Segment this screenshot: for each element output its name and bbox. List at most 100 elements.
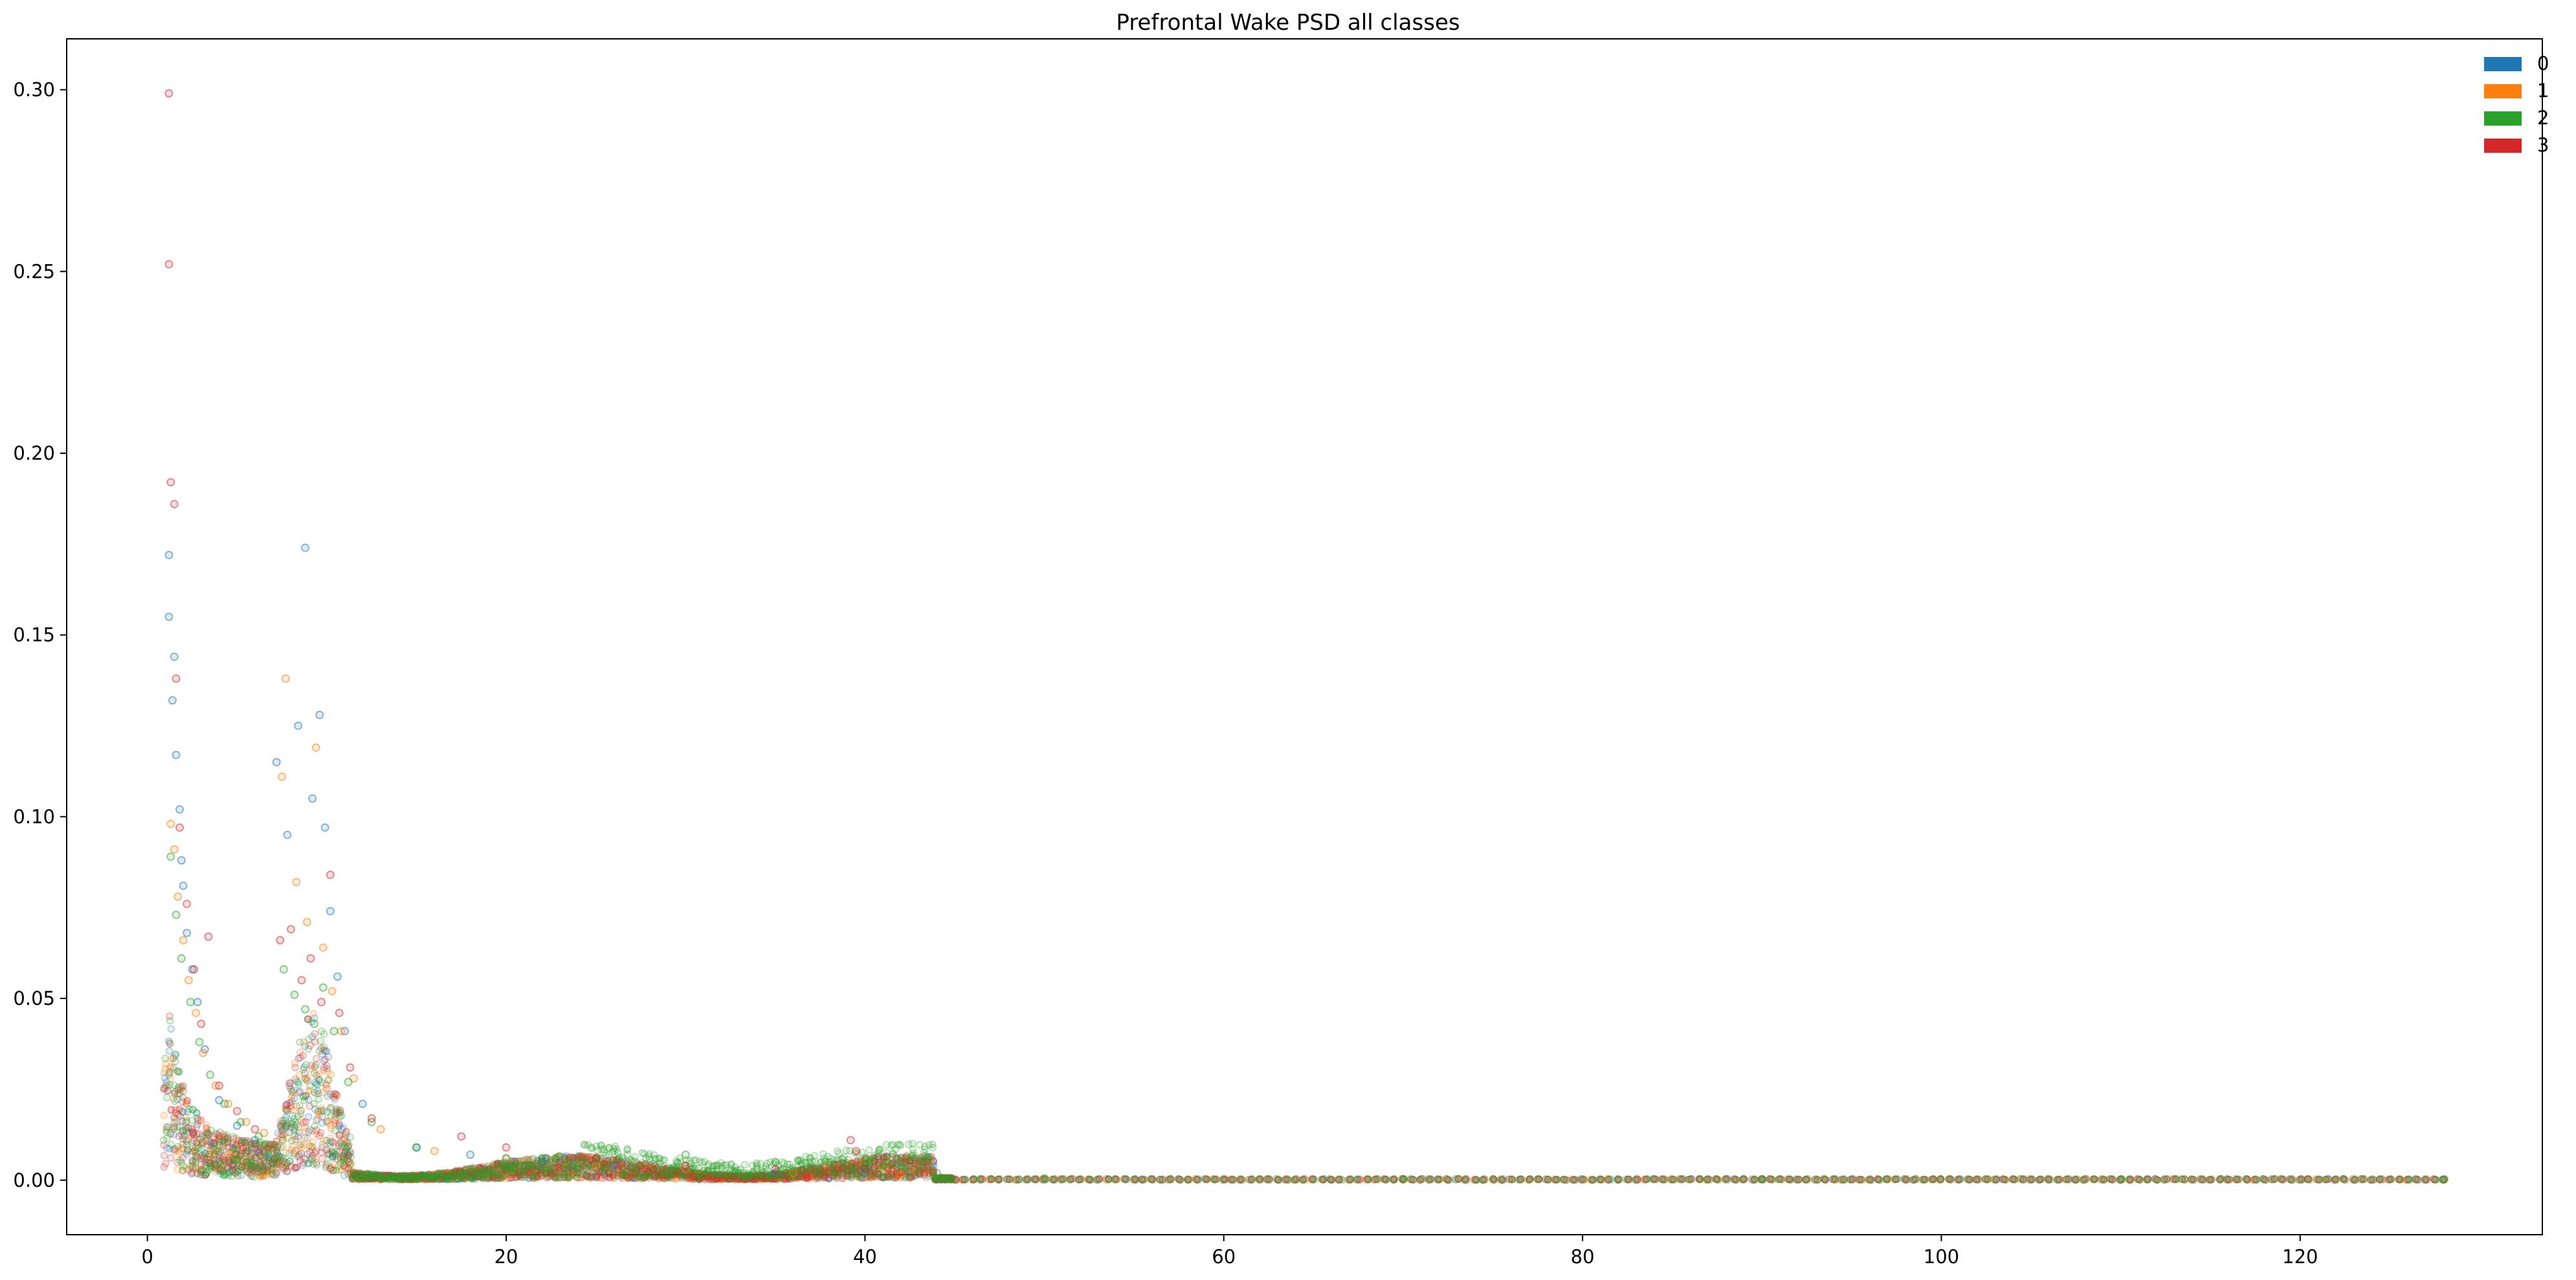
cloud-point	[383, 1171, 391, 1179]
cloud-point	[327, 1112, 335, 1119]
cloud-point	[216, 1149, 225, 1157]
cloud-point	[364, 1170, 372, 1178]
cloud-point	[331, 1110, 340, 1118]
cloud-point	[456, 1174, 465, 1182]
cloud-point	[312, 1061, 320, 1069]
cloud-point	[228, 1143, 237, 1151]
cloud-point	[318, 1112, 326, 1121]
cloud-point	[740, 1161, 749, 1169]
cloud-point	[381, 1173, 389, 1182]
cloud-point	[239, 1158, 247, 1165]
cloud-point	[302, 1061, 310, 1069]
cloud-point	[364, 1171, 372, 1180]
cloud-point	[201, 1149, 210, 1158]
cloud-point	[278, 1127, 286, 1134]
cloud-point	[174, 1110, 182, 1118]
cloud-point	[443, 1169, 450, 1177]
cloud-point	[245, 1152, 253, 1161]
cloud-point	[399, 1175, 408, 1184]
cloud-point	[170, 1113, 178, 1121]
cloud-point	[165, 1047, 173, 1055]
cloud-point	[282, 1122, 291, 1130]
cloud-point	[242, 1144, 250, 1152]
cloud-point	[395, 1175, 403, 1184]
cloud-point	[218, 1167, 227, 1175]
cloud-point	[323, 1062, 331, 1070]
cloud-point	[220, 1139, 228, 1147]
cloud-point	[441, 1175, 449, 1183]
cloud-point	[299, 1161, 307, 1169]
cloud-point	[322, 1117, 331, 1126]
cloud-point	[167, 1129, 175, 1138]
cloud-point	[451, 1169, 459, 1177]
cloud-point	[163, 1087, 171, 1095]
cloud-point	[476, 1163, 484, 1171]
cloud-point	[373, 1171, 381, 1179]
cloud-point	[589, 1172, 597, 1180]
cloud-point	[294, 1079, 302, 1086]
cloud-point	[295, 1128, 303, 1136]
cloud-point	[351, 1173, 359, 1181]
cloud-point	[273, 1149, 282, 1157]
cloud-point	[342, 1131, 350, 1139]
cloud-point	[178, 1083, 186, 1091]
cloud-point	[434, 1175, 442, 1183]
cloud-point	[278, 1123, 286, 1132]
cloud-point	[466, 1164, 474, 1173]
cloud-point	[386, 1173, 394, 1180]
cloud-point	[176, 1112, 184, 1120]
cloud-point	[452, 1171, 460, 1179]
cloud-point	[344, 1138, 351, 1147]
cloud-point	[331, 1127, 339, 1134]
cloud-point	[378, 1173, 386, 1180]
cloud-point	[301, 1155, 309, 1163]
cloud-point	[256, 1146, 264, 1154]
cloud-point	[276, 1153, 284, 1161]
cloud-point	[485, 1173, 493, 1181]
cloud-point	[315, 1107, 322, 1115]
cloud-point	[478, 1166, 486, 1174]
cloud-point	[269, 1158, 277, 1166]
cloud-point	[456, 1167, 465, 1174]
cloud-point	[304, 1015, 312, 1024]
cloud-point	[332, 1108, 340, 1116]
cloud-point	[198, 1138, 206, 1146]
cloud-point	[232, 1145, 240, 1153]
cloud-point	[269, 1145, 277, 1153]
cloud-point	[277, 1143, 285, 1151]
cloud-point	[409, 1172, 417, 1180]
cloud-point	[274, 1129, 282, 1138]
cloud-point	[229, 1145, 238, 1152]
cloud-point	[344, 1158, 353, 1166]
cloud-point	[378, 1171, 386, 1179]
cloud-point	[210, 1155, 218, 1163]
cloud-point	[229, 1162, 238, 1171]
cloud-point	[311, 1078, 319, 1086]
cloud-point	[291, 1163, 299, 1172]
cloud-point	[474, 1163, 483, 1172]
cloud-point	[321, 1055, 329, 1064]
cloud-point	[193, 1170, 201, 1178]
cloud-point	[301, 1042, 309, 1050]
cloud-point	[223, 1134, 232, 1142]
cloud-point	[287, 1085, 294, 1093]
cloud-point	[360, 1170, 368, 1178]
cloud-point	[207, 1139, 215, 1147]
cloud-point	[194, 1121, 201, 1128]
cloud-point	[335, 1142, 342, 1150]
cloud-point	[272, 1170, 280, 1178]
cloud-point	[344, 1151, 351, 1159]
cloud-point	[444, 1175, 452, 1184]
cloud-point	[420, 1173, 428, 1181]
cloud-point	[408, 1172, 416, 1180]
cloud-point	[377, 1173, 385, 1182]
cloud-point	[287, 1101, 295, 1110]
cloud-point	[353, 1169, 362, 1177]
cloud-point	[305, 1095, 313, 1103]
cloud-point	[164, 1037, 173, 1045]
cloud-point	[300, 1063, 308, 1071]
cloud-point	[470, 1170, 478, 1178]
cloud-point	[449, 1171, 457, 1179]
cloud-point	[327, 1138, 335, 1145]
